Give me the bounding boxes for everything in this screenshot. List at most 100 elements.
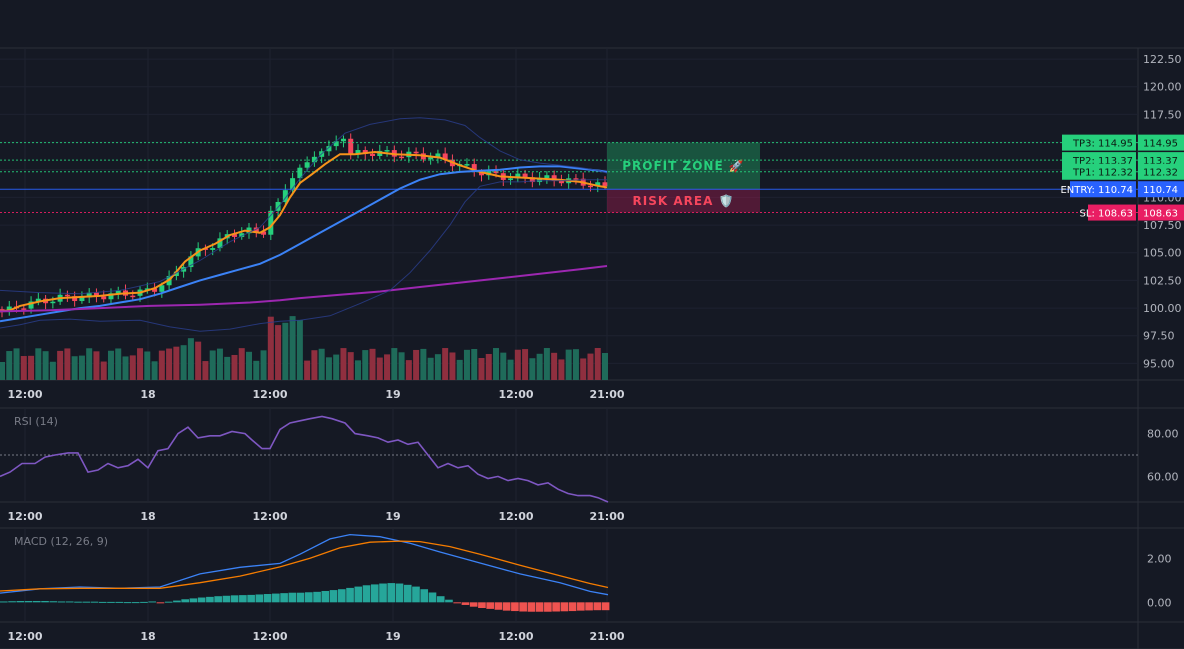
macd-histogram-bar	[197, 597, 206, 603]
macd-histogram-bar	[140, 601, 148, 603]
candle-body	[355, 150, 361, 155]
candle-body	[64, 294, 70, 297]
candle-body	[290, 178, 296, 191]
volume-bar	[144, 351, 151, 380]
volume-bar	[565, 349, 572, 380]
volume-bar	[137, 348, 144, 380]
x-axis-tick-label: 19	[385, 388, 400, 401]
volume-bar	[304, 360, 311, 380]
level-tag	[1070, 181, 1136, 198]
candle-body	[442, 153, 448, 160]
macd-histogram-bar	[173, 600, 181, 603]
series-line-ma-7	[0, 150, 608, 313]
volume-bar	[493, 348, 500, 380]
macd-histogram-bar	[255, 594, 264, 603]
candle-body	[377, 150, 383, 156]
volume-bar	[78, 355, 85, 380]
volume-bar	[0, 362, 5, 380]
level-price-label: 114.95	[1143, 139, 1178, 150]
legend-ma99[interactable]: MA 99	[424, 16, 478, 30]
price-axis-tick-label: 95.00	[1143, 357, 1175, 370]
candle-body	[486, 171, 492, 176]
volume-bar	[354, 360, 361, 380]
volume-group	[0, 316, 608, 380]
level-tag-label: TP1: 112.32	[1072, 168, 1133, 179]
candle-body	[108, 293, 114, 300]
volume-bar	[253, 360, 260, 380]
macd-histogram-bar	[593, 602, 602, 611]
candle-body	[28, 301, 34, 309]
volume-bar	[456, 359, 463, 380]
volume-bar	[543, 348, 550, 380]
candle-body	[35, 298, 41, 302]
legend-ma7[interactable]: MA 7	[306, 16, 352, 30]
current-price: 110.75	[190, 14, 248, 32]
candle-body	[224, 234, 230, 239]
candle-body	[580, 178, 586, 186]
volume-bar	[391, 348, 398, 380]
header-divider	[289, 14, 290, 34]
macd-histogram-bar	[148, 601, 157, 603]
volume-bar	[442, 348, 449, 380]
macd-histogram-bar	[164, 601, 173, 603]
candle-body	[449, 159, 455, 167]
volume-bar	[333, 354, 340, 380]
candle-body	[268, 210, 274, 235]
candle-body	[210, 248, 216, 250]
macd-histogram-bar	[329, 590, 338, 603]
volume-bar	[282, 322, 289, 380]
candle-body	[282, 190, 288, 202]
volume-bar	[57, 350, 64, 380]
candle-body	[471, 164, 477, 173]
macd-histogram-bar	[305, 592, 313, 603]
volume-bar	[238, 348, 245, 380]
volume-bar	[572, 349, 579, 380]
volume-bar	[507, 359, 514, 380]
macd-histogram-bar	[370, 584, 379, 603]
candle-body	[595, 182, 601, 187]
legend-bb20[interactable]: BB 20	[484, 16, 536, 30]
macd-histogram-bar	[552, 602, 560, 612]
legend-ma25[interactable]: MA 25	[362, 16, 416, 30]
volume-bar	[64, 348, 71, 380]
candle-body	[384, 150, 390, 152]
volume-bar	[471, 349, 478, 380]
macd-histogram-bar	[288, 592, 297, 603]
macd-histogram-bar	[601, 602, 610, 611]
candle-body	[508, 178, 514, 180]
macd-histogram-bar	[32, 601, 41, 603]
legend-label: BB 20	[500, 16, 536, 30]
candle-body	[566, 178, 572, 184]
volume-bar	[551, 352, 558, 380]
macd-histogram-bar	[568, 602, 577, 612]
candle-body	[297, 167, 303, 179]
macd-series-signal	[0, 540, 609, 592]
candle-body	[253, 227, 259, 232]
volume-bar	[376, 357, 383, 380]
macd-histogram-bar	[577, 602, 585, 611]
candle-body	[72, 296, 78, 302]
macd-histogram-bar	[41, 601, 49, 603]
macd-histogram-bar	[16, 601, 25, 603]
ma7-swatch-icon	[306, 22, 316, 24]
volume-bar	[580, 358, 587, 380]
candle-body	[101, 296, 107, 300]
volume-bar	[362, 350, 369, 380]
candle-body	[500, 173, 506, 180]
candle-body	[573, 178, 579, 180]
volume-bar	[311, 350, 318, 380]
volume-bar	[107, 350, 114, 380]
symbol-name[interactable]: SOL_USDT	[16, 14, 104, 32]
volume-bar	[522, 349, 529, 380]
volume-bar	[195, 341, 202, 380]
candle-body	[195, 248, 201, 257]
volume-bar	[340, 348, 347, 380]
candle-body	[311, 156, 317, 163]
macd-histogram-bar	[123, 602, 132, 604]
timeframe-label[interactable]: 1h	[160, 16, 177, 31]
macd-histogram-bar	[412, 586, 420, 603]
macd-histogram-bar	[585, 602, 593, 611]
volume-bar	[434, 354, 441, 380]
legend-label: MA 7	[322, 16, 353, 30]
